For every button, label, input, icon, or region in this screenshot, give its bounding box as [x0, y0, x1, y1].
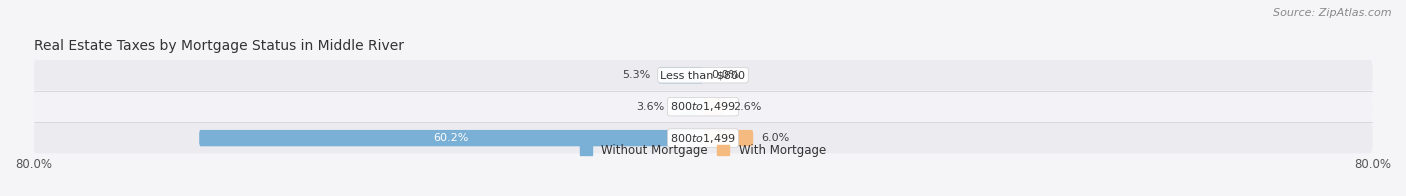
FancyBboxPatch shape [34, 60, 1372, 90]
Text: 3.6%: 3.6% [637, 102, 665, 112]
Text: 5.3%: 5.3% [621, 70, 651, 80]
FancyBboxPatch shape [658, 67, 703, 83]
Text: Less than $800: Less than $800 [661, 70, 745, 80]
Text: $800 to $1,499: $800 to $1,499 [671, 132, 735, 145]
FancyBboxPatch shape [673, 98, 703, 115]
Text: 2.6%: 2.6% [733, 102, 762, 112]
Text: 6.0%: 6.0% [762, 133, 790, 143]
FancyBboxPatch shape [703, 98, 724, 115]
Text: 0.0%: 0.0% [711, 70, 740, 80]
FancyBboxPatch shape [34, 92, 1372, 122]
FancyBboxPatch shape [200, 130, 703, 146]
FancyBboxPatch shape [34, 123, 1372, 153]
FancyBboxPatch shape [703, 130, 754, 146]
Text: 60.2%: 60.2% [433, 133, 468, 143]
Text: Source: ZipAtlas.com: Source: ZipAtlas.com [1274, 8, 1392, 18]
Legend: Without Mortgage, With Mortgage: Without Mortgage, With Mortgage [581, 144, 825, 157]
Text: $800 to $1,499: $800 to $1,499 [671, 100, 735, 113]
Text: Real Estate Taxes by Mortgage Status in Middle River: Real Estate Taxes by Mortgage Status in … [34, 39, 404, 53]
